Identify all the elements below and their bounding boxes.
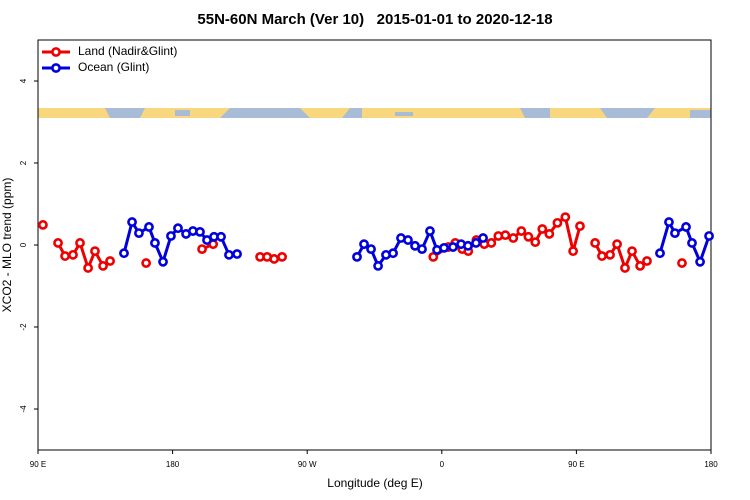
data-point [544,229,555,239]
data-point [695,256,705,267]
x-axis-label: Longitude (deg E) [327,476,422,490]
data-point [373,261,383,271]
data-point [269,254,280,264]
data-point [150,238,160,248]
data-point [98,261,108,271]
data-point [53,238,63,248]
data-point [144,222,154,232]
plot-frame [37,39,712,451]
data-point [216,231,226,242]
data-point [119,248,129,259]
data-point [627,246,637,257]
data-point [75,238,85,248]
data-point [471,238,481,248]
data-point [635,261,646,271]
data-point [605,249,615,260]
data-point [590,238,600,248]
data-point [670,228,680,239]
y-tick-label: 0 [19,242,28,247]
legend-label: Ocean (Glint) [78,60,149,74]
data-point [105,256,115,266]
data-point [463,240,473,251]
data-point [428,251,439,262]
x-tick-label: 90 E [568,460,584,469]
data-point [508,233,519,243]
legend-label: Land (Nadir&Glint) [78,44,177,58]
x-tick-label: 180 [704,460,718,469]
data-point [60,251,70,261]
data-point [642,256,652,266]
y-tick-label: 4 [19,78,28,83]
data-point [359,239,369,250]
data-point [439,242,449,253]
data-point [568,246,579,257]
legend-marker [51,47,61,57]
data-point [620,263,630,273]
data-point [500,230,511,241]
data-point [83,263,94,273]
data-point [537,224,548,234]
data-point [664,217,674,227]
data-point [366,244,376,254]
data-point [388,248,398,259]
data-point [530,237,541,248]
y-tick-label: -4 [19,405,28,413]
data-point [134,228,144,239]
data-point [552,217,563,228]
data-point [68,249,78,260]
data-point [141,258,152,268]
data-point [612,239,622,250]
data-point [158,256,168,267]
y-tick-label: 2 [19,160,28,165]
data-point [425,226,435,236]
data-point [516,226,527,236]
data-point [560,212,571,223]
data-point [403,235,413,245]
data-point [232,249,242,259]
legend: Land (Nadir&Glint) Ocean (Glint) [42,44,177,74]
data-point [277,251,287,262]
data-point [597,251,607,261]
data-point [417,244,427,254]
data-point [166,231,176,241]
legend-marker [51,63,61,73]
data-point [38,220,48,230]
map-strip [38,108,711,118]
y-axis-label: XCO2 - MLO trend (ppm) [0,178,14,313]
x-tick-label: 90 W [298,460,317,469]
data-point [655,248,665,259]
data-point [575,221,585,232]
data-point [677,258,687,268]
data-point [486,238,497,248]
data-point [197,244,207,254]
data-point [352,251,362,262]
x-tick-label: 90 E [30,460,46,469]
x-tick-label: 0 [440,460,445,469]
data-point [127,217,137,227]
data-point [173,223,183,234]
data-point [523,231,534,242]
data-point [704,231,714,241]
data-point [195,226,205,237]
data-point [448,242,458,252]
chart-title: 55N-60N March (Ver 10) 2015-01-01 to 202… [197,11,552,28]
data-point [687,238,697,248]
y-tick-label: -2 [19,323,28,331]
data-point [224,249,234,260]
data-point [478,233,488,243]
data-point [681,222,691,232]
data-point [90,246,100,257]
x-tick-label: 180 [166,460,180,469]
